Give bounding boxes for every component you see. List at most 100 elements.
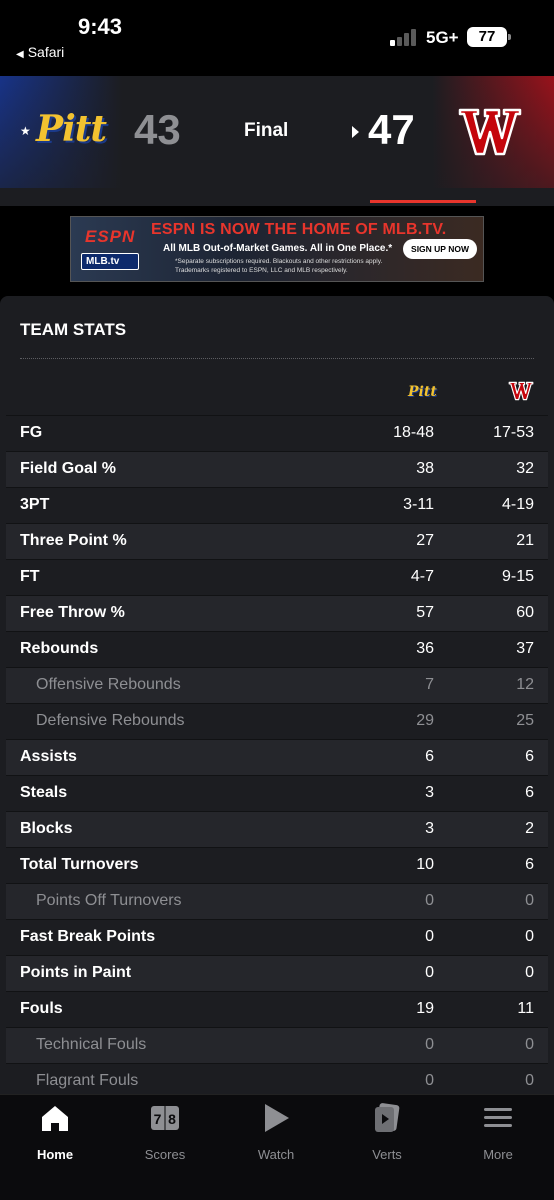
winner-arrow-icon: [352, 126, 359, 138]
game-tabs: [0, 188, 554, 206]
stat-away-value: 27: [416, 532, 434, 549]
stat-row: Three Point % 27 21: [6, 523, 548, 559]
game-status: Final: [244, 120, 289, 141]
tab-label: Watch: [257, 1147, 295, 1162]
stat-away-value: 0: [425, 964, 434, 981]
section-divider: [20, 358, 534, 359]
stat-home-value: 9-15: [501, 568, 534, 585]
back-arrow-icon: ◀: [16, 49, 24, 60]
stat-label: FG: [20, 424, 43, 441]
stat-home-value: 4-19: [501, 496, 534, 513]
stat-row: Flagrant Fouls 0 0: [6, 1063, 548, 1099]
ad-mlbtv-badge: MLB.tv: [81, 253, 139, 270]
ad-headline: ESPN IS NOW THE HOME OF MLB.TV.: [151, 221, 447, 238]
menu-icon: [484, 1108, 512, 1127]
svg-text:8: 8: [168, 1111, 176, 1127]
stat-home-value: 0: [525, 1072, 534, 1089]
stat-home-value: 0: [525, 1036, 534, 1053]
stat-home-value: 12: [516, 676, 534, 693]
stat-label: Assists: [20, 748, 77, 765]
ad-subline: All MLB Out-of-Market Games. All in One …: [163, 243, 393, 254]
stat-label: Three Point %: [20, 532, 127, 549]
stat-label: Technical Fouls: [36, 1036, 147, 1053]
tab-home[interactable]: Home: [0, 1103, 110, 1163]
scores-icon: 7 8: [151, 1106, 179, 1130]
stat-away-value: 38: [416, 460, 434, 477]
stat-away-value: 0: [425, 928, 434, 945]
stat-row: Free Throw % 57 60: [6, 595, 548, 631]
home-icon: [42, 1106, 68, 1131]
stat-label: Blocks: [20, 820, 73, 837]
stat-row: Assists 6 6: [6, 739, 548, 775]
bottom-tab-bar: Home 7 8 Scores Watch Verts More: [0, 1094, 554, 1200]
stat-away-value: 3: [425, 820, 434, 837]
back-to-safari-link[interactable]: ◀ Safari: [16, 44, 64, 60]
stat-away-value: 0: [425, 1072, 434, 1089]
stat-away-value: 0: [425, 892, 434, 909]
ad-brand-logo: ESPN: [85, 227, 136, 246]
away-team-logo[interactable]: Pitt: [36, 108, 107, 150]
away-team-score: 43: [134, 106, 181, 153]
stat-label: Rebounds: [20, 640, 99, 657]
stat-label: Defensive Rebounds: [36, 712, 185, 729]
stat-away-value: 57: [416, 604, 434, 621]
stat-home-value: 37: [516, 640, 534, 657]
stat-away-value: 3-11: [403, 496, 434, 513]
battery-icon: 77: [467, 27, 511, 47]
tab-label: Verts: [372, 1147, 402, 1162]
stats-table: FG 18-48 17-53 Field Goal % 38 32 3PT 3-11 4-19 T…: [6, 415, 548, 1099]
stat-away-value: 0: [425, 1036, 434, 1053]
stat-row: 3PT 3-11 4-19: [6, 487, 548, 523]
tab-label: Scores: [144, 1147, 186, 1162]
tab-label: Home: [36, 1147, 74, 1162]
stat-home-value: 0: [525, 964, 534, 981]
stat-home-value: 21: [516, 532, 534, 549]
stat-row: Steals 3 6: [6, 775, 548, 811]
stat-row: FT 4-7 9-15: [6, 559, 548, 595]
stat-label: Offensive Rebounds: [36, 676, 181, 693]
stat-away-value: 19: [416, 1000, 434, 1017]
stat-label: FT: [20, 568, 40, 585]
stat-label: Points in Paint: [20, 964, 132, 981]
stat-home-value: 32: [516, 460, 534, 477]
play-icon: [265, 1104, 289, 1132]
network-type: 5G+: [426, 28, 459, 47]
stat-away-value: 29: [416, 712, 434, 729]
cellular-signal-icon: [390, 28, 422, 46]
tab-scores[interactable]: 7 8 Scores: [110, 1103, 220, 1163]
verts-icon: [375, 1103, 400, 1132]
tab-more[interactable]: More: [443, 1103, 553, 1163]
stat-label: 3PT: [20, 496, 50, 513]
stat-row: Rebounds 36 37: [6, 631, 548, 667]
back-app-label: Safari: [27, 44, 65, 60]
active-tab-indicator: [370, 200, 476, 203]
tab-verts[interactable]: Verts: [332, 1103, 442, 1163]
ad-fine-print: *Separate subscriptions required. Blacko…: [175, 258, 383, 265]
status-bar: 9:43 ◀ Safari 5G+ 77: [0, 0, 554, 76]
stat-label: Steals: [20, 784, 68, 801]
ad-signup-button[interactable]: SIGN UP NOW: [403, 239, 477, 259]
stat-row: Technical Fouls 0 0: [6, 1027, 548, 1063]
stat-away-value: 4-7: [410, 568, 434, 585]
stat-home-value: 25: [516, 712, 534, 729]
home-column-logo: [508, 381, 534, 401]
stat-row: Offensive Rebounds 7 12: [6, 667, 548, 703]
home-team-logo[interactable]: [458, 104, 522, 160]
stat-away-value: 7: [425, 676, 434, 693]
stat-away-value: 3: [425, 784, 434, 801]
tab-watch[interactable]: Watch: [221, 1103, 331, 1163]
stat-home-value: 0: [525, 892, 534, 909]
stat-row: Fast Break Points 0 0: [6, 919, 548, 955]
ad-banner[interactable]: ESPN MLB.tv ESPN IS NOW THE HOME OF MLB.…: [70, 216, 484, 282]
possession-star-icon: ★: [20, 124, 31, 138]
clock: 9:43: [78, 14, 123, 39]
svg-text:7: 7: [154, 1111, 162, 1127]
stat-away-value: 18-48: [393, 424, 434, 441]
stat-row: Blocks 3 2: [6, 811, 548, 847]
stat-label: Total Turnovers: [20, 856, 139, 873]
stat-label: Fast Break Points: [20, 928, 156, 945]
game-scoreboard: ★ Pitt 43 Final 47: [0, 76, 554, 188]
stat-row: Points in Paint 0 0: [6, 955, 548, 991]
stat-home-value: 6: [525, 784, 534, 801]
stat-label: Flagrant Fouls: [36, 1072, 139, 1089]
